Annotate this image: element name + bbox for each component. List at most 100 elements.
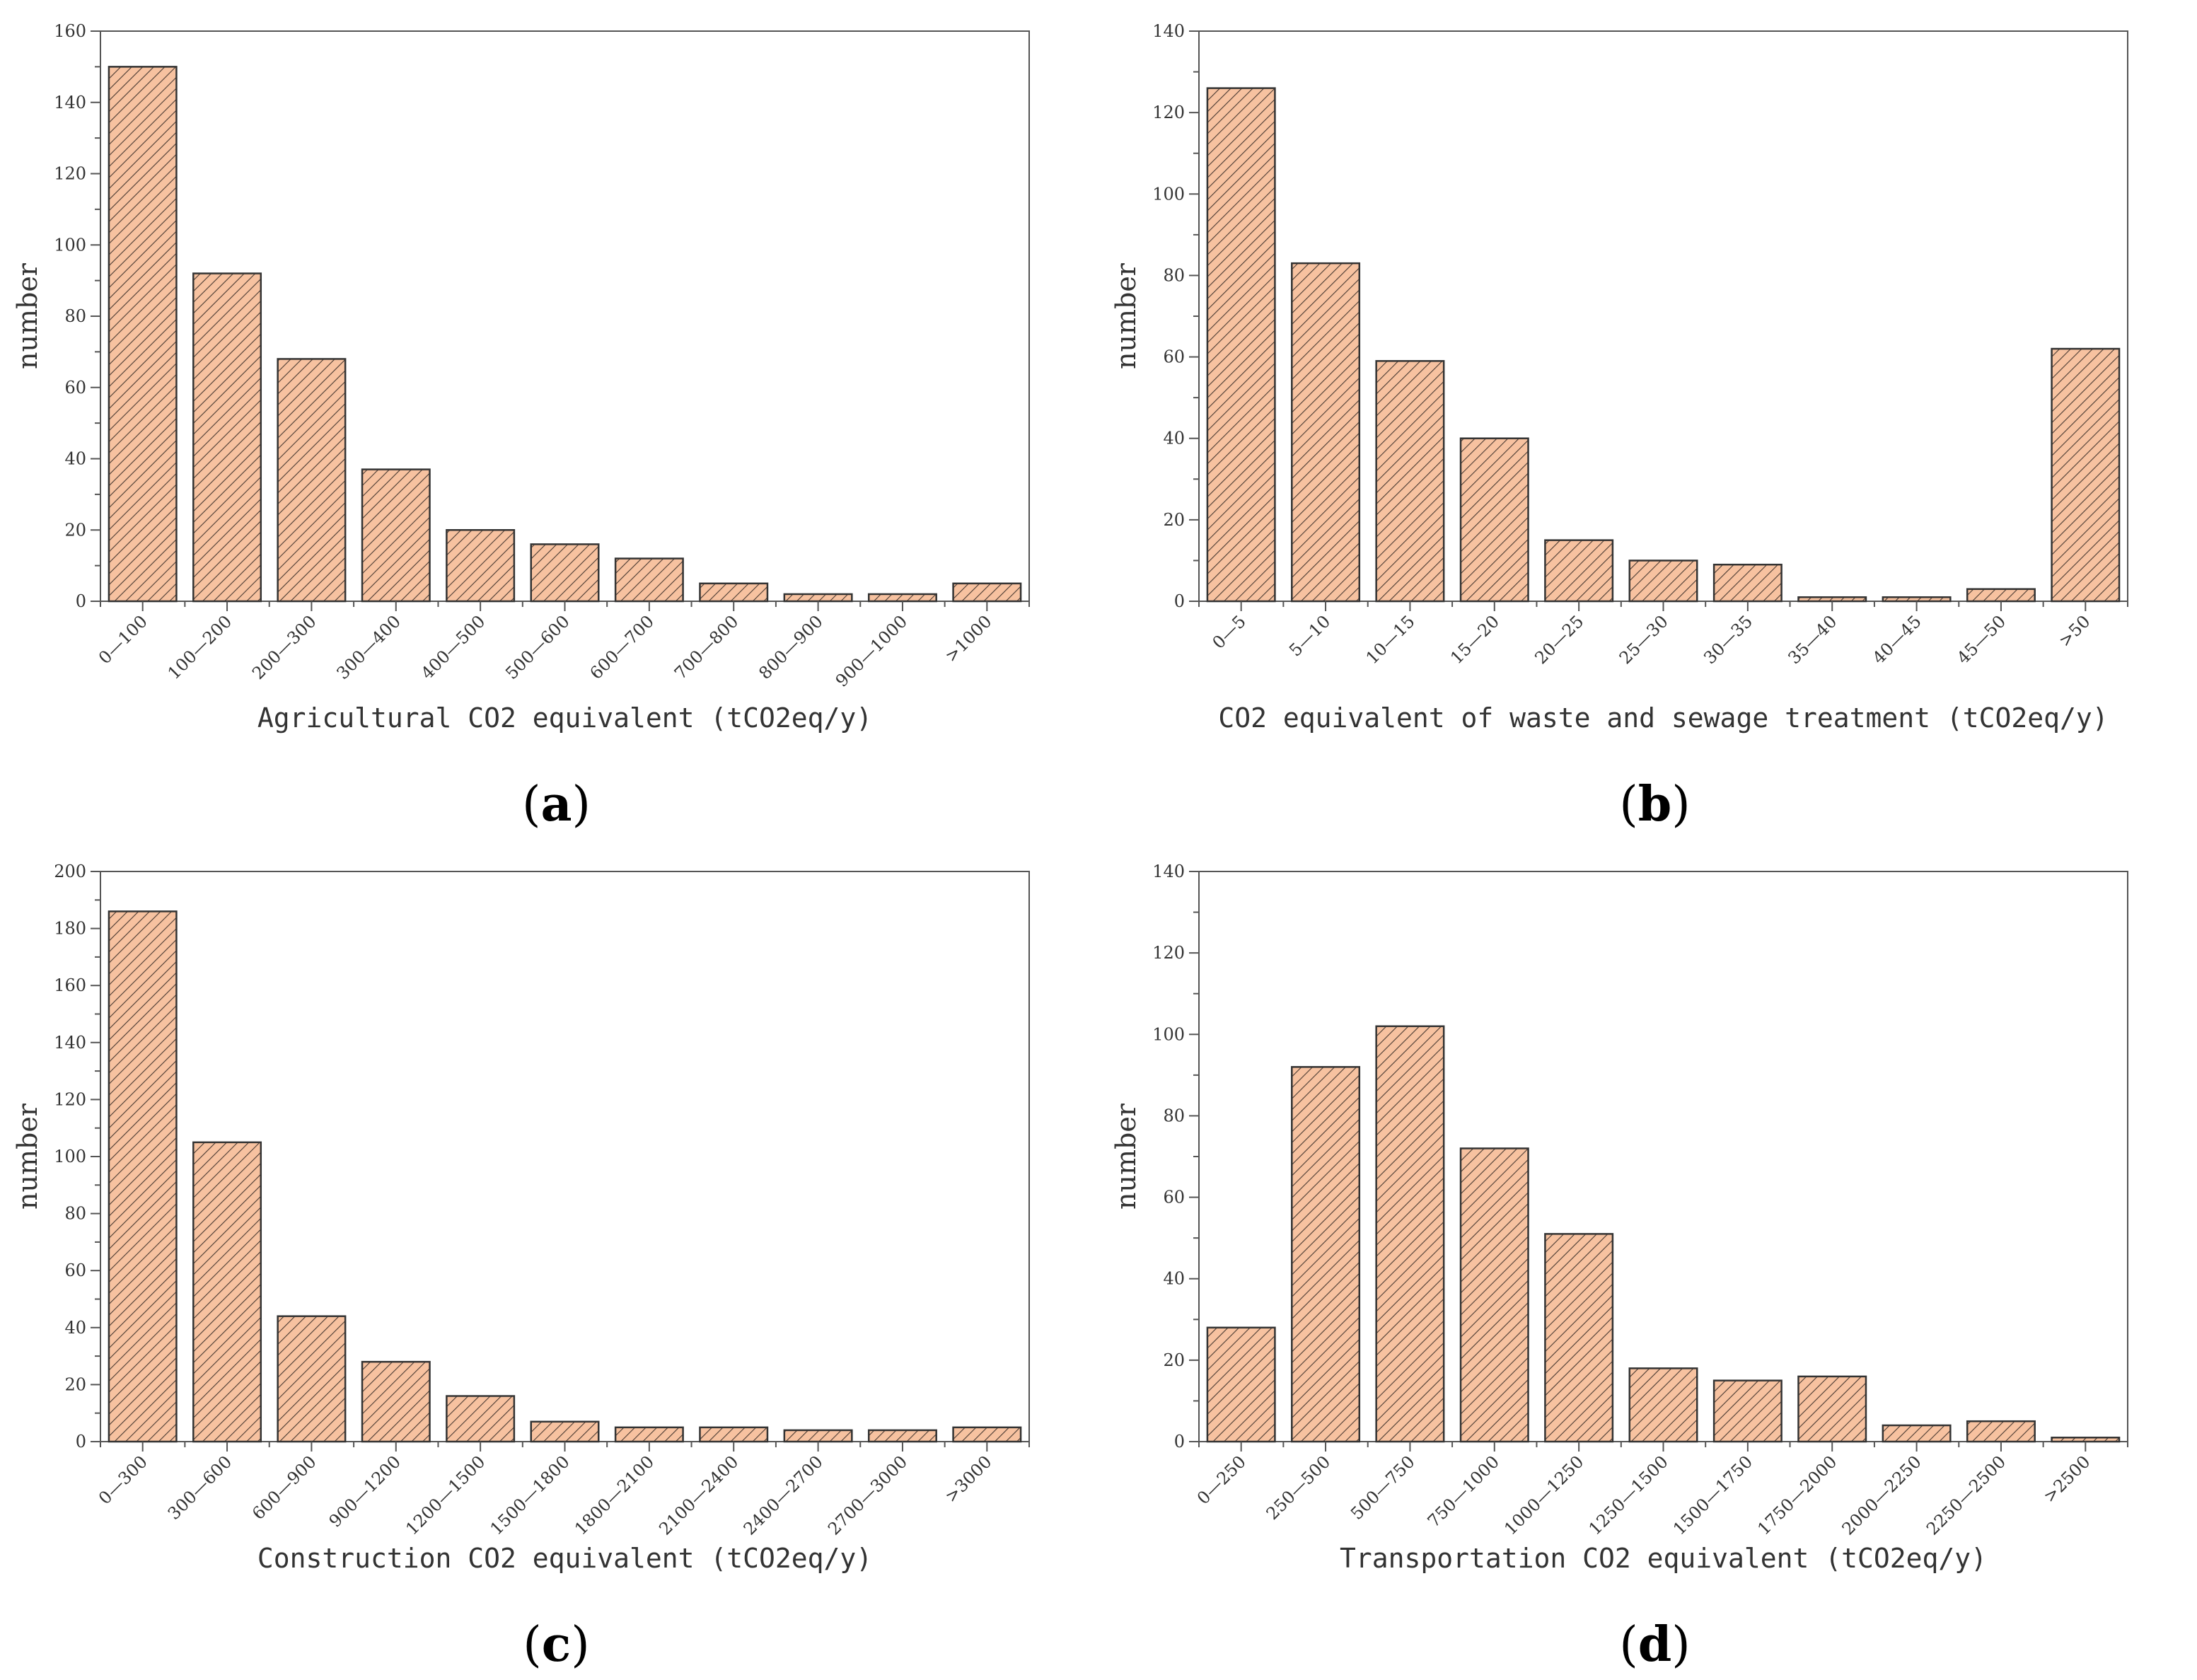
- y-tick-label: 60: [1163, 1188, 1185, 1207]
- y-tick-label: 80: [1163, 1106, 1185, 1125]
- bar-1: [108, 910, 178, 1443]
- x-tick-label: 1200—1500: [402, 1452, 489, 1539]
- x-tick-label: 500—600: [502, 611, 574, 683]
- y-tick-label: 120: [1152, 103, 1185, 122]
- y-tick-label: 40: [64, 449, 86, 469]
- bar-1: [108, 66, 178, 603]
- bar-10: [867, 1429, 937, 1443]
- x-tick-label: 600—700: [586, 611, 659, 683]
- x-tick-label: 1500—1800: [487, 1452, 574, 1539]
- bar-2: [1291, 262, 1361, 603]
- bar-10: [1966, 588, 2036, 603]
- bar-11: [952, 1426, 1022, 1443]
- x-tick-label: 750—1000: [1424, 1452, 1503, 1531]
- bar-3: [1375, 360, 1445, 603]
- chart-panel-a: 0 20 40 60 80 100 120 140 160 0—100 100—200 200—300…: [0, 0, 1098, 840]
- x-tick-label: >1000: [941, 611, 995, 666]
- x-tick-label: 2400—2700: [740, 1452, 827, 1539]
- x-tick-label: 900—1000: [832, 611, 911, 690]
- x-tick-label: 25—30: [1616, 611, 1672, 668]
- x-tick-label: 300—600: [164, 1452, 236, 1524]
- chart-b-svg: 0 20 40 60 80 100 120 140 0—5 5—10 10—15 15—20 20—25…: [1111, 21, 2128, 833]
- bar-9: [1882, 1424, 1952, 1443]
- x-tick-label: 20—25: [1531, 611, 1587, 668]
- bar-9: [783, 593, 853, 603]
- x-tick-label: 100—200: [164, 611, 236, 683]
- x-tick-label: 0—250: [1193, 1452, 1250, 1508]
- y-tick-label: 40: [1163, 1269, 1185, 1289]
- y-tick-label: 60: [64, 378, 86, 398]
- bar-6: [1628, 560, 1698, 603]
- bar-2: [192, 1141, 262, 1443]
- x-tick-label: 0—5: [1209, 611, 1250, 652]
- y-tick-label: 140: [1152, 21, 1185, 41]
- x-tick-label: 500—750: [1347, 1452, 1419, 1524]
- bar-6: [1628, 1367, 1698, 1443]
- bar-9: [783, 1429, 853, 1443]
- x-tick-label: 1500—1750: [1669, 1452, 1756, 1539]
- y-tick-label: 60: [64, 1261, 86, 1280]
- chart-panel-d: 0 20 40 60 80 100 120 140 0—250 250—500 500—750 750…: [1098, 840, 2197, 1680]
- y-tick-label: 140: [54, 93, 86, 112]
- y-tick-label: 60: [1163, 347, 1185, 367]
- x-tick-label: 400—500: [417, 611, 489, 683]
- x-tick-label: 300—400: [332, 611, 405, 683]
- bar-11: [2051, 1436, 2121, 1443]
- y-tick-label: 140: [54, 1033, 86, 1053]
- bar-2: [192, 272, 262, 603]
- x-tick-label: 2000—2250: [1838, 1452, 1925, 1539]
- y-tick-label: 0: [76, 1432, 86, 1452]
- x-tick-label: 2700—3000: [824, 1452, 911, 1539]
- bar-7: [1712, 1379, 1782, 1443]
- bar-9: [1882, 596, 1952, 603]
- bar-6: [530, 1420, 600, 1443]
- panel-label: (a): [522, 776, 591, 833]
- x-axis-title: CO2 equivalent of waste and sewage treat…: [1218, 702, 2108, 734]
- x-tick-label: 1000—1250: [1500, 1452, 1587, 1539]
- bar-4: [1459, 437, 1529, 603]
- y-tick-label: 100: [1152, 184, 1185, 204]
- x-tick-label: >50: [2055, 611, 2094, 651]
- bar-10: [867, 593, 937, 603]
- x-tick-label: 2250—2500: [1923, 1452, 2010, 1539]
- x-tick-label: 900—1200: [325, 1452, 405, 1531]
- bar-8: [1797, 596, 1867, 603]
- x-tick-label: 600—900: [248, 1452, 320, 1524]
- x-tick-label: 0—100: [95, 611, 151, 668]
- y-tick-label: 180: [54, 919, 86, 939]
- y-tick-label: 80: [64, 306, 86, 326]
- bar-3: [1375, 1025, 1445, 1443]
- bar-2: [1291, 1066, 1361, 1443]
- bar-7: [1712, 563, 1782, 603]
- x-tick-label: 1750—2000: [1753, 1452, 1841, 1539]
- x-tick-label: 0—300: [95, 1452, 151, 1508]
- bar-4: [361, 468, 431, 603]
- bar-3: [277, 1315, 347, 1443]
- y-tick-label: 40: [1163, 429, 1185, 448]
- y-tick-label: 120: [54, 1089, 86, 1109]
- x-tick-label: 30—35: [1700, 611, 1756, 668]
- bar-1: [1206, 87, 1276, 603]
- panel-label: (c): [523, 1616, 589, 1673]
- bar-1: [1206, 1326, 1276, 1443]
- y-tick-label: 20: [1163, 1350, 1185, 1370]
- bar-5: [446, 1395, 516, 1443]
- bar-7: [614, 557, 684, 603]
- x-tick-label: >3000: [941, 1452, 995, 1506]
- y-tick-label: 160: [54, 21, 86, 41]
- y-tick-label: 100: [54, 235, 86, 255]
- bar-8: [699, 1426, 769, 1443]
- y-tick-label: 20: [1163, 510, 1185, 530]
- x-tick-label: 15—20: [1447, 611, 1503, 668]
- x-tick-label: 1250—1500: [1585, 1452, 1672, 1539]
- y-tick-label: 0: [1174, 1432, 1185, 1452]
- y-tick-label: 0: [76, 591, 86, 611]
- x-axis-title: Agricultural CO2 equivalent (tCO2eq/y): [257, 702, 872, 734]
- bar-6: [530, 543, 600, 603]
- x-tick-label: 200—300: [248, 611, 320, 683]
- bar-11: [952, 582, 1022, 603]
- x-tick-label: 40—45: [1869, 611, 1925, 668]
- y-tick-label: 100: [54, 1147, 86, 1166]
- panel-label: (d): [1619, 1616, 1691, 1673]
- chart-panel-b: 0 20 40 60 80 100 120 140 0—5 5—10 10—15 15—20 20—25…: [1098, 0, 2197, 840]
